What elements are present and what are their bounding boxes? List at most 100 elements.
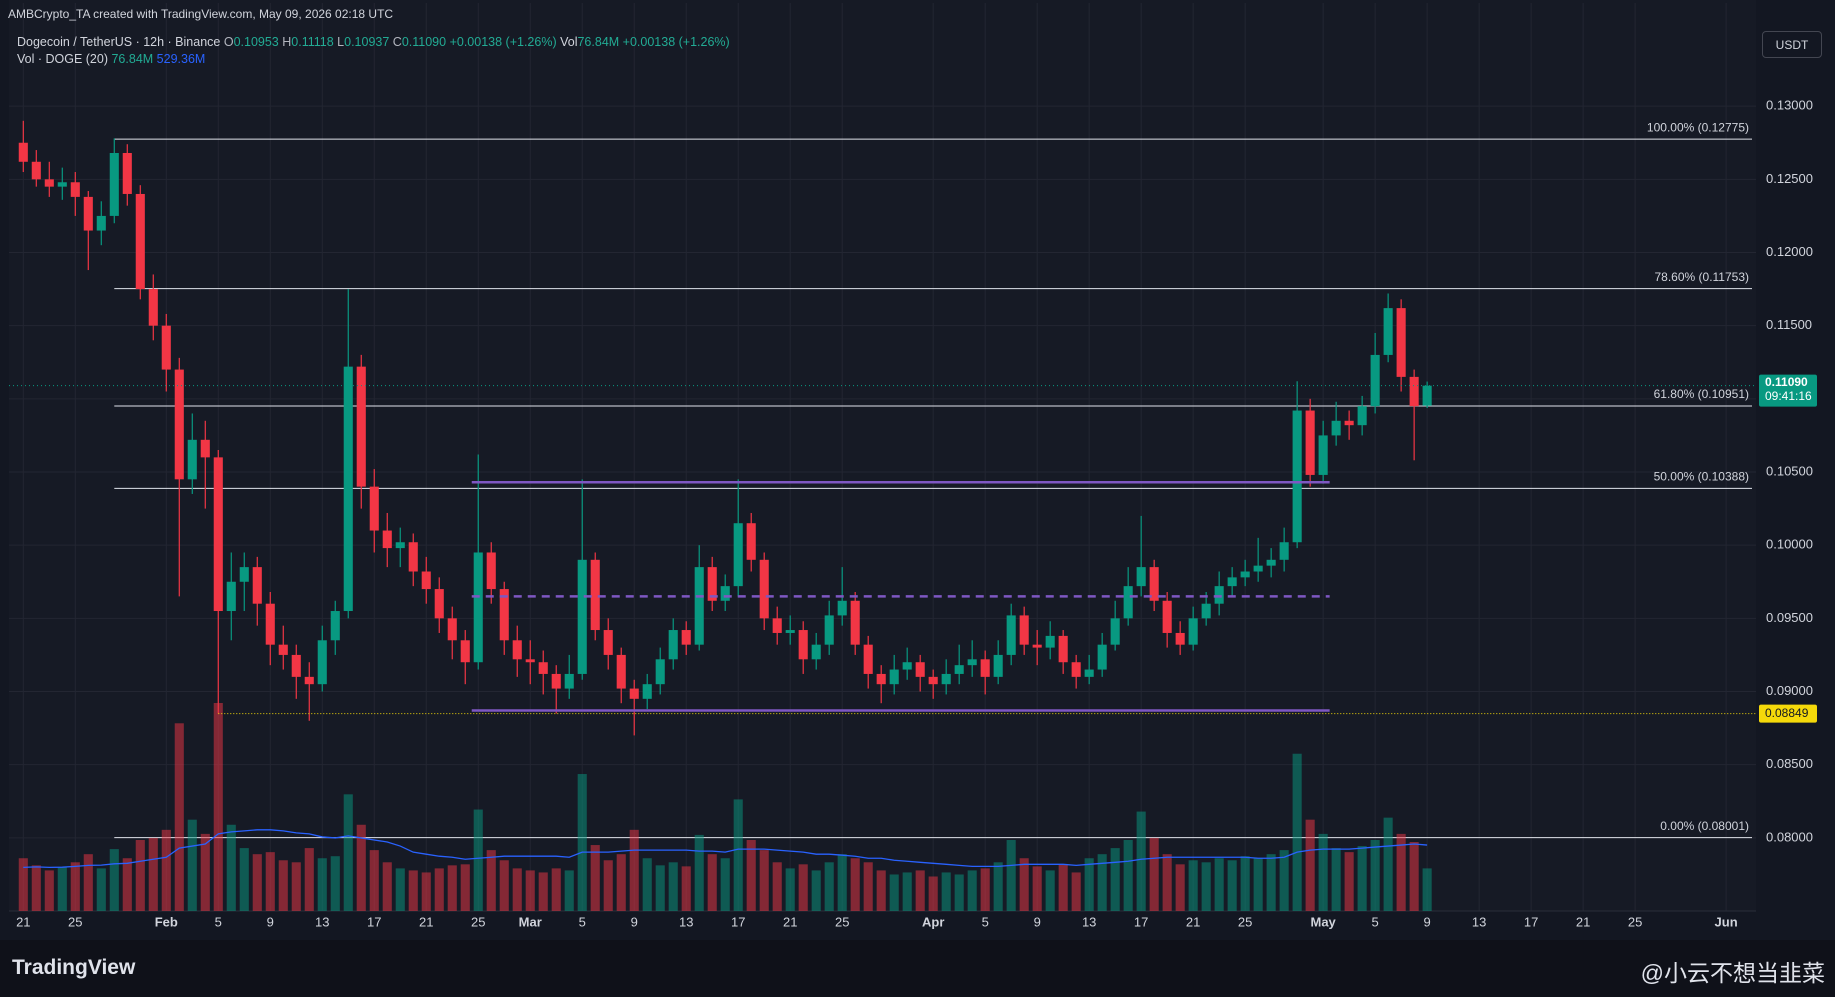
volume-bar xyxy=(395,868,405,911)
support-label: 0.08849 xyxy=(1765,706,1809,720)
x-tick-label: 17 xyxy=(731,914,745,929)
candle-body xyxy=(1149,567,1159,601)
volume-bar xyxy=(1214,858,1224,911)
volume-bar xyxy=(226,824,236,911)
candle-body xyxy=(1006,615,1016,655)
x-tick-label: 21 xyxy=(16,914,30,929)
y-tick-label: 0.09000 xyxy=(1766,683,1813,698)
volume-bar xyxy=(473,809,483,911)
x-tick-label: May xyxy=(1311,914,1337,929)
candle-body xyxy=(109,152,119,216)
vol-indicator: Vol · DOGE (20) xyxy=(17,52,108,66)
candle-body xyxy=(772,618,782,633)
candle-body xyxy=(434,589,444,619)
volume-bar xyxy=(1201,862,1211,911)
candle-body xyxy=(1253,565,1263,572)
volume-bar xyxy=(31,865,41,911)
currency-button[interactable]: USDT xyxy=(1762,31,1822,58)
ohlc: O0.10953 H0.11118 L0.10937 C0.11090 xyxy=(224,35,450,49)
volume-bar xyxy=(148,837,158,911)
volume-bar xyxy=(954,874,964,911)
volume-bar xyxy=(122,858,132,911)
x-tick-label: Feb xyxy=(155,914,178,929)
candle-body xyxy=(1084,669,1094,677)
volume-bar xyxy=(369,850,379,911)
candle-body xyxy=(785,630,795,633)
candle-body xyxy=(278,644,288,655)
candle-body xyxy=(83,196,93,231)
volume-bar xyxy=(720,858,730,911)
ohlc-value: 0.11090 xyxy=(401,35,447,49)
volume-bar xyxy=(1344,852,1354,911)
candle-body xyxy=(252,567,262,604)
volume-bar xyxy=(759,850,769,911)
volume-bar xyxy=(1266,854,1276,911)
candle-body xyxy=(668,630,678,660)
volume-bar xyxy=(1422,868,1432,911)
volume-bar xyxy=(1227,860,1237,911)
volume-bar xyxy=(434,868,444,911)
y-tick-label: 0.09500 xyxy=(1766,610,1813,625)
ohlc-value: 0.11118 xyxy=(291,35,334,49)
volume-bar xyxy=(343,794,353,911)
candle-body xyxy=(18,142,28,162)
y-tick-label: 0.11500 xyxy=(1766,317,1812,332)
x-tick-label: Mar xyxy=(519,914,542,929)
volume-bar xyxy=(44,870,54,911)
candle-body xyxy=(239,567,249,582)
volume-bar xyxy=(876,870,886,911)
candle-body xyxy=(538,662,548,674)
x-tick-label: 5 xyxy=(982,914,989,929)
volume-bar xyxy=(629,829,639,911)
candle-body xyxy=(1188,618,1198,645)
attribution: AMBCrypto_TA created with TradingView.co… xyxy=(8,7,394,21)
chart: 0.08000 0.08500 0.09000 0.09500 0.10000 0.105… xyxy=(9,3,1817,930)
vol-ind-value: 76.84M xyxy=(111,52,154,66)
candle-body xyxy=(590,559,600,631)
volume-bar xyxy=(174,723,184,911)
candle-body xyxy=(837,600,847,616)
x-tick-label: 25 xyxy=(1238,914,1252,929)
candle-body xyxy=(642,684,652,699)
volume-bar xyxy=(187,819,197,911)
x-tick-label: 25 xyxy=(1628,914,1642,929)
candle-body xyxy=(460,640,470,663)
candle-body xyxy=(1344,420,1354,426)
vol-ind-ma: 529.36M xyxy=(156,52,206,66)
volume-bar xyxy=(850,858,860,911)
y-tick-label: 0.12000 xyxy=(1766,244,1813,259)
volume-bar xyxy=(668,862,678,911)
candle-body xyxy=(577,559,587,674)
last-price-tag xyxy=(1759,374,1817,407)
candle-body xyxy=(993,654,1003,677)
volume-bar xyxy=(109,849,119,911)
candle-body xyxy=(187,439,197,480)
volume-bar xyxy=(330,856,340,911)
candle-body xyxy=(174,369,184,480)
indicator-line: Vol · DOGE (20) 76.84M 529.36M xyxy=(17,52,205,66)
volume-bar xyxy=(772,862,782,911)
volume-bar xyxy=(915,870,925,911)
volume-bar xyxy=(1331,848,1341,911)
candle-body xyxy=(512,640,522,660)
volume-bar xyxy=(1032,866,1042,911)
volume-bar xyxy=(642,858,652,911)
vol-change: +0.00138 (+1.26%) xyxy=(622,35,730,49)
y-tick-label: 0.08500 xyxy=(1766,756,1813,771)
candle-body xyxy=(1175,632,1185,645)
volume-bar xyxy=(603,860,613,911)
candle-body xyxy=(1071,662,1081,677)
candle-body xyxy=(356,366,366,487)
fib-label: 100.00% (0.12775) xyxy=(1647,120,1749,134)
x-tick-label: 9 xyxy=(1034,914,1041,929)
volume-bar xyxy=(291,862,301,911)
volume-bar xyxy=(1045,870,1055,911)
volume-bar xyxy=(616,854,626,911)
fib-label: 61.80% (0.10951) xyxy=(1654,387,1749,401)
candle-body xyxy=(902,662,912,670)
y-tick-label: 0.10000 xyxy=(1766,537,1813,552)
candle-body xyxy=(382,530,392,549)
candle-body xyxy=(447,618,457,641)
volume-bar xyxy=(512,868,522,911)
vol-value: 76.84M xyxy=(577,35,620,49)
